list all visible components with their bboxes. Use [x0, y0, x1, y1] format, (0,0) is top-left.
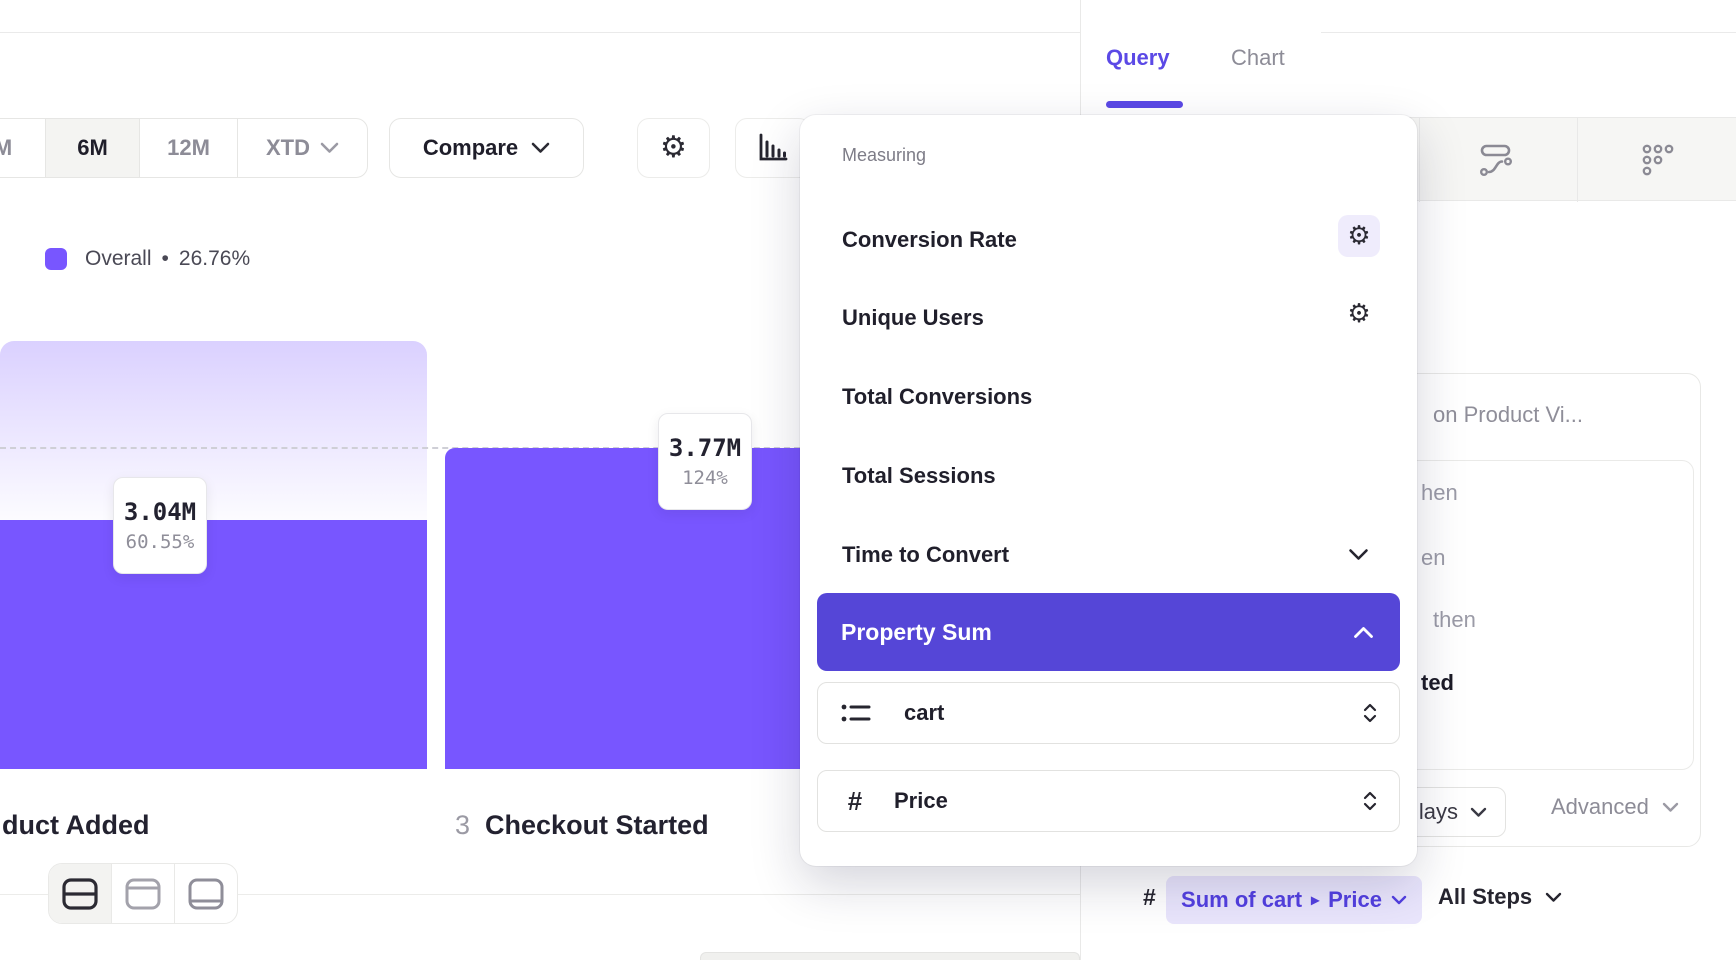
step-number: 3	[455, 810, 471, 840]
unfold-select-icon	[1363, 791, 1377, 811]
toolbar-divider	[1419, 118, 1420, 202]
compare-label: Compare	[422, 135, 519, 160]
menu-item-conversion-rate[interactable]: Conversion Rate	[842, 227, 1017, 252]
legend[interactable]: Overall • 26.76%	[45, 247, 250, 271]
chevron-up-icon	[1354, 626, 1373, 638]
bar-value-label-product-added: 3.04M 60.55%	[113, 477, 207, 574]
funnel-bar-product-added[interactable]	[0, 520, 427, 769]
funnel-bar-product-added-total	[0, 341, 427, 521]
legend-separator: •	[161, 247, 169, 270]
unfold-select-icon	[1363, 703, 1377, 723]
time-range-6m-label: 6M	[77, 135, 108, 160]
footer-bottom-icon	[188, 878, 224, 909]
chip-arrow-icon: ▸	[1311, 892, 1320, 909]
property-group-select[interactable]: cart	[817, 682, 1400, 744]
measuring-menu-title: Measuring	[842, 145, 927, 165]
bar-value: 3.77M	[668, 434, 742, 462]
time-range-m-label: M	[0, 135, 12, 161]
number-property-icon: #	[1143, 884, 1156, 910]
tab-query[interactable]: Query	[1106, 45, 1170, 70]
dots-grid-icon	[1642, 144, 1674, 176]
menu-item-unique-users[interactable]: Unique Users	[842, 305, 984, 330]
gear-icon: ⚙	[1347, 299, 1371, 329]
chip-property: Price	[1328, 887, 1382, 912]
time-range-xtd-label: XTD	[266, 135, 310, 160]
conversion-rate-settings-button[interactable]: ⚙	[1338, 215, 1380, 257]
chevron-down-icon	[1545, 892, 1562, 902]
all-steps-label: All Steps	[1438, 884, 1533, 909]
chevron-down-icon	[531, 142, 550, 153]
toolbar-divider	[1577, 118, 1578, 202]
panel-header-divider	[1321, 32, 1736, 33]
bar-conversion-rate: 124%	[682, 467, 728, 489]
bar-conversion-rate: 60.55%	[125, 531, 195, 553]
conversion-window-label: lays	[1418, 799, 1458, 824]
steps-card-title: on Product Vi...	[1433, 402, 1584, 427]
layout-toggle-group	[48, 863, 238, 924]
advanced-dropdown[interactable]: Advanced	[1551, 794, 1679, 820]
time-range-12m[interactable]: 12M	[140, 119, 238, 177]
property-select[interactable]: # Price	[817, 770, 1400, 832]
property-group-value: cart	[904, 700, 945, 725]
legend-series-label: Overall	[85, 247, 152, 270]
legend-overall-rate: 26.76%	[178, 247, 251, 270]
compare-button[interactable]: Compare	[389, 118, 584, 178]
flows-icon	[1480, 144, 1513, 177]
measurement-chip[interactable]: Sum of cart ▸ Price	[1166, 876, 1422, 924]
menu-item-property-sum-selected[interactable]: Property Sum	[817, 593, 1400, 671]
active-tab-underline	[1106, 101, 1183, 108]
flows-button[interactable]	[1476, 139, 1518, 181]
menu-item-time-to-convert[interactable]: Time to Convert	[842, 542, 1010, 567]
chart-footer-divider	[0, 894, 1081, 895]
property-sum-label: Property Sum	[841, 618, 992, 645]
chevron-down-icon	[320, 142, 339, 153]
chevron-down-icon	[1349, 549, 1368, 560]
time-range-xtd[interactable]: XTD	[238, 119, 367, 177]
layout-split-rows-button[interactable]	[49, 864, 112, 923]
chip-label: Sum of cart	[1181, 887, 1303, 912]
all-steps-dropdown[interactable]: All Steps	[1438, 884, 1562, 910]
legend-swatch-overall	[45, 248, 67, 270]
header-divider	[0, 32, 1081, 33]
step-name: Checkout Started	[485, 810, 709, 840]
measuring-dropdown-menu: Measuring Conversion Rate ⚙ Unique Users…	[800, 115, 1417, 866]
time-range-6m[interactable]: 6M	[46, 119, 140, 177]
layout-header-top-button[interactable]	[112, 864, 175, 923]
bar-value: 3.04M	[123, 498, 197, 526]
time-range-segmented-control: M 6M 12M XTD	[0, 118, 368, 178]
header-top-icon	[125, 878, 161, 909]
time-range-m[interactable]: M	[0, 119, 46, 177]
step-row-fragment[interactable]: then	[1433, 607, 1476, 632]
number-property-icon: #	[847, 785, 863, 816]
split-rows-icon	[62, 877, 98, 910]
step-axis-label-product-added: duct Added	[2, 810, 150, 840]
advanced-label: Advanced	[1551, 794, 1649, 819]
chevron-down-icon	[1391, 895, 1407, 905]
tab-chart[interactable]: Chart	[1231, 45, 1285, 70]
list-property-icon	[841, 704, 871, 722]
chevron-down-icon	[1470, 807, 1487, 817]
grid-apps-button[interactable]	[1637, 139, 1679, 181]
conversion-reference-line	[0, 447, 800, 449]
unique-users-settings-button[interactable]: ⚙	[1338, 293, 1380, 335]
gear-icon: ⚙	[660, 130, 687, 165]
menu-item-total-sessions[interactable]: Total Sessions	[842, 463, 996, 488]
menu-item-total-conversions[interactable]: Total Conversions	[842, 384, 1033, 409]
layout-footer-bottom-button[interactable]	[175, 864, 237, 923]
next-section-peek	[700, 952, 1080, 960]
chevron-down-icon	[1662, 802, 1679, 812]
step-axis-label-checkout-started: 3 Checkout Started	[455, 810, 709, 841]
chart-settings-button[interactable]: ⚙	[637, 118, 710, 178]
step-row-fragment[interactable]: hen	[1421, 480, 1458, 505]
gear-icon: ⚙	[1347, 221, 1371, 251]
step-row-fragment[interactable]: en	[1421, 545, 1446, 570]
time-range-12m-label: 12M	[167, 135, 210, 160]
bar-chart-icon	[759, 133, 788, 161]
property-value: Price	[894, 788, 948, 813]
step-row-fragment[interactable]: ted	[1421, 670, 1454, 695]
bar-value-label-checkout-started: 3.77M 124%	[658, 413, 752, 510]
